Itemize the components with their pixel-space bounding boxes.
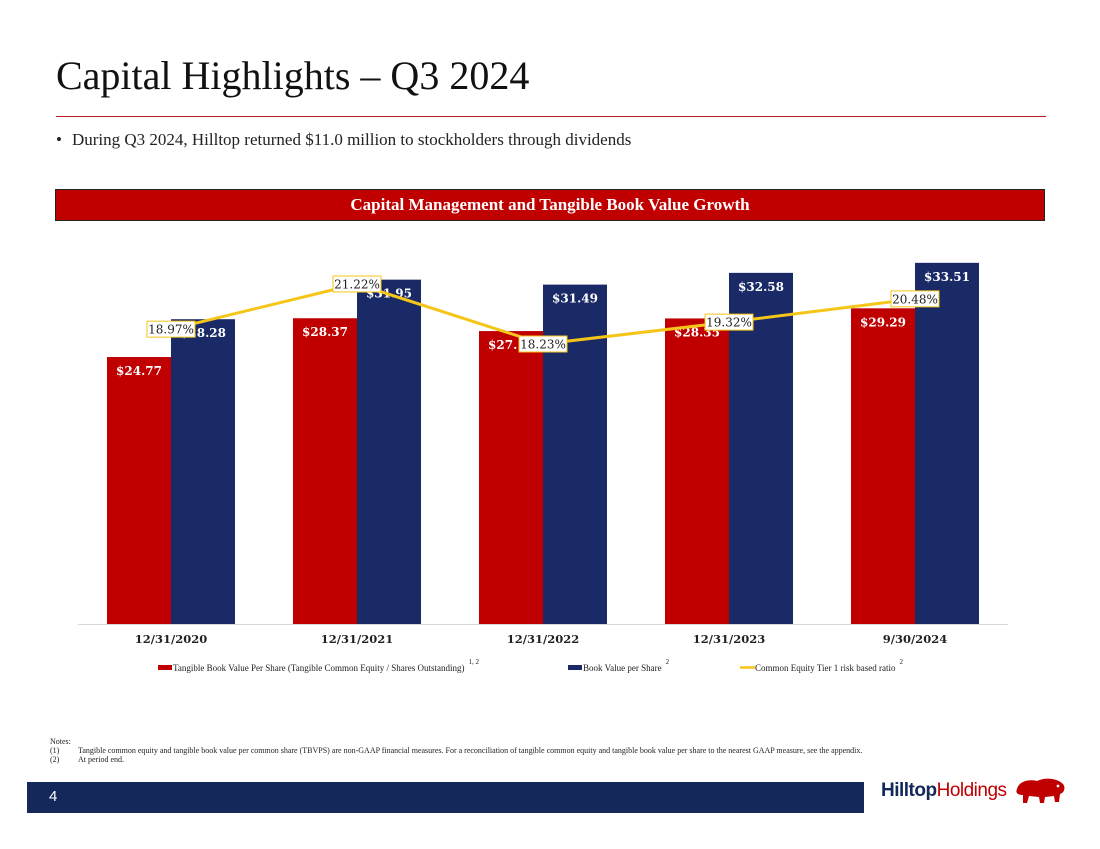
cet1-label-box xyxy=(146,320,196,338)
bvps-bar xyxy=(171,319,235,624)
tbvps-bar xyxy=(293,318,357,624)
note-item: (1) Tangible common equity and tangible … xyxy=(50,746,1040,755)
x-tick-label: 9/30/2024 xyxy=(883,632,947,646)
page-number: 4 xyxy=(49,788,58,805)
chart-banner: Capital Management and Tangible Book Val… xyxy=(55,189,1045,221)
note-number: (1) xyxy=(50,746,60,755)
x-tick-label: 12/31/2022 xyxy=(507,632,579,646)
notes: Notes: (1) Tangible common equity and ta… xyxy=(50,737,1040,764)
legend-label: Tangible Book Value Per Share (Tangible … xyxy=(173,663,465,673)
tbvps-bar xyxy=(479,331,543,624)
x-tick-label: 12/31/2021 xyxy=(321,632,393,646)
tbvps-bar xyxy=(107,357,171,624)
note-text: At period end. xyxy=(78,755,124,764)
tbvps-data-label: $24.77 xyxy=(116,364,162,378)
legend-superscript: 1, 2 xyxy=(469,658,480,666)
tbvps-data-label: $29.29 xyxy=(860,315,906,329)
footer-bar: 4 xyxy=(27,782,864,813)
bullet-dot: • xyxy=(56,130,62,149)
cet1-label-box xyxy=(704,313,754,331)
cet1-data-label: 18.23% xyxy=(520,338,566,352)
legend-label: Common Equity Tier 1 risk based ratio xyxy=(755,663,896,673)
cet1-label-box xyxy=(332,275,382,293)
legend-swatch xyxy=(568,665,582,670)
page-title: Capital Highlights – Q3 2024 xyxy=(56,53,530,98)
dividend-bullet-text: During Q3 2024, Hilltop returned $11.0 m… xyxy=(71,130,632,149)
cet1-label-box xyxy=(518,335,568,353)
cet1-data-label: 19.32% xyxy=(706,316,752,330)
legend-label: Book Value per Share xyxy=(583,663,662,673)
dividend-bullet: • During Q3 2024, Hilltop returned $11.0 … xyxy=(56,130,631,150)
legend-superscript: 2 xyxy=(666,658,670,666)
logo-text-light: Holdings xyxy=(936,780,1007,801)
note-number: (2) xyxy=(50,755,60,764)
legend-swatch xyxy=(158,665,172,670)
logo-text: HilltopHoldings xyxy=(881,780,1007,802)
tbvps-bar xyxy=(851,308,915,624)
tbvps-data-label: $28.37 xyxy=(302,325,348,339)
bvps-bar xyxy=(729,272,793,624)
hilltop-logo: HilltopHoldings xyxy=(881,775,1067,807)
bvps-data-label: $31.49 xyxy=(552,292,598,306)
x-tick-label: 12/31/2020 xyxy=(135,632,207,646)
logo-text-bold: Hilltop xyxy=(881,780,937,801)
note-text: Tangible common equity and tangible book… xyxy=(78,746,863,755)
legend-superscript: 2 xyxy=(900,658,904,666)
bison-icon xyxy=(1015,778,1064,803)
bvps-bar xyxy=(357,279,421,624)
cet1-data-label: 20.48% xyxy=(892,292,938,306)
x-tick-label: 12/31/2023 xyxy=(693,632,765,646)
cet1-data-label: 21.22% xyxy=(334,278,380,292)
bvps-data-label: $32.58 xyxy=(738,280,784,294)
capital-chart: $24.77$28.2812/31/2020$28.37$31.9512/31/… xyxy=(78,262,1008,673)
cet1-label-box xyxy=(890,290,940,308)
cet1-data-label: 18.97% xyxy=(148,323,194,337)
bvps-data-label: $33.51 xyxy=(924,270,970,284)
notes-heading: Notes: xyxy=(50,737,71,746)
bvps-bar xyxy=(915,262,979,624)
title-divider xyxy=(56,116,1046,117)
note-item: (2) At period end. xyxy=(50,755,1040,764)
tbvps-bar xyxy=(665,318,729,624)
